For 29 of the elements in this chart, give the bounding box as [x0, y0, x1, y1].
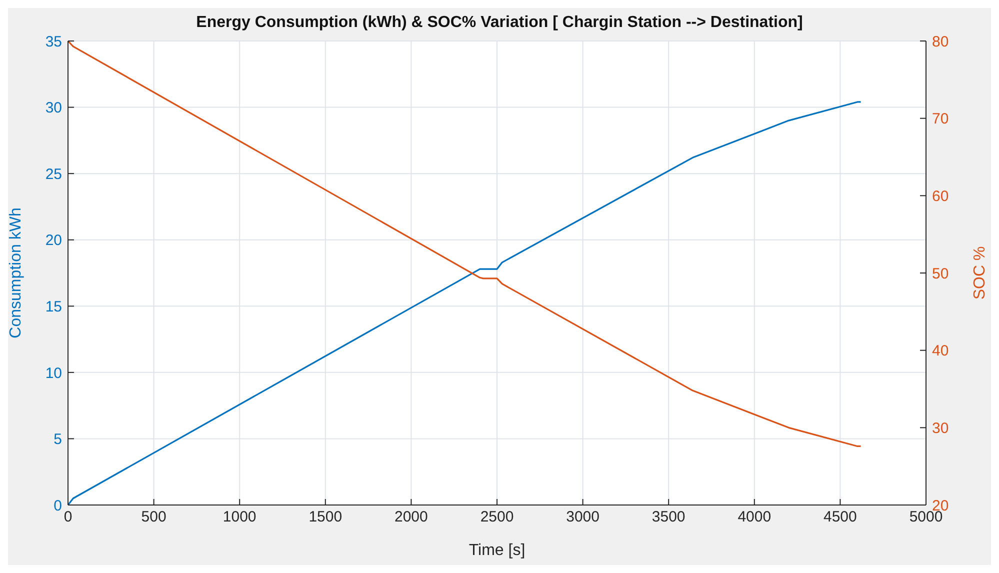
y-tick-label: 5 — [54, 431, 62, 448]
x-tick-label: 1500 — [308, 508, 342, 526]
y-tick-label: 35 — [45, 33, 62, 50]
y-tick-label: 25 — [45, 166, 62, 183]
y-tick-label: 0 — [54, 497, 62, 514]
chart-title: Energy Consumption (kWh) & SOC% Variation [ Chargin Station --> Destination] — [195, 14, 804, 32]
y2-tick-label: 50 — [932, 265, 949, 282]
x-tick-label: 2500 — [480, 508, 514, 526]
x-tick-label: 500 — [141, 508, 166, 526]
line-series — [68, 41, 862, 448]
x-tick-label: 3500 — [652, 508, 686, 526]
x-axis-title: Time [s] — [468, 542, 526, 559]
x-tick-label: 2000 — [394, 508, 428, 526]
x-tick-label: 4500 — [824, 508, 857, 526]
y-tick-label: 20 — [45, 232, 62, 250]
x-tick-label: 3000 — [566, 508, 600, 526]
y2-tick-label: 70 — [932, 110, 949, 128]
y2-axis-title: SOC % — [972, 246, 989, 300]
y2-tick-label: 60 — [932, 188, 949, 205]
y2-tick-label: 80 — [932, 33, 949, 50]
y-axis-title: Consumption kWh — [8, 208, 25, 338]
y2-tick-label: 40 — [932, 342, 949, 360]
y-tick-label: 30 — [45, 100, 62, 117]
x-tick-label: 1000 — [222, 508, 256, 526]
y2-tick-label: 30 — [932, 420, 949, 437]
y-tick-label: 10 — [45, 364, 62, 382]
x-tick-label: 4000 — [738, 508, 772, 526]
line-series — [68, 101, 862, 505]
y-tick-label: 15 — [45, 298, 62, 316]
